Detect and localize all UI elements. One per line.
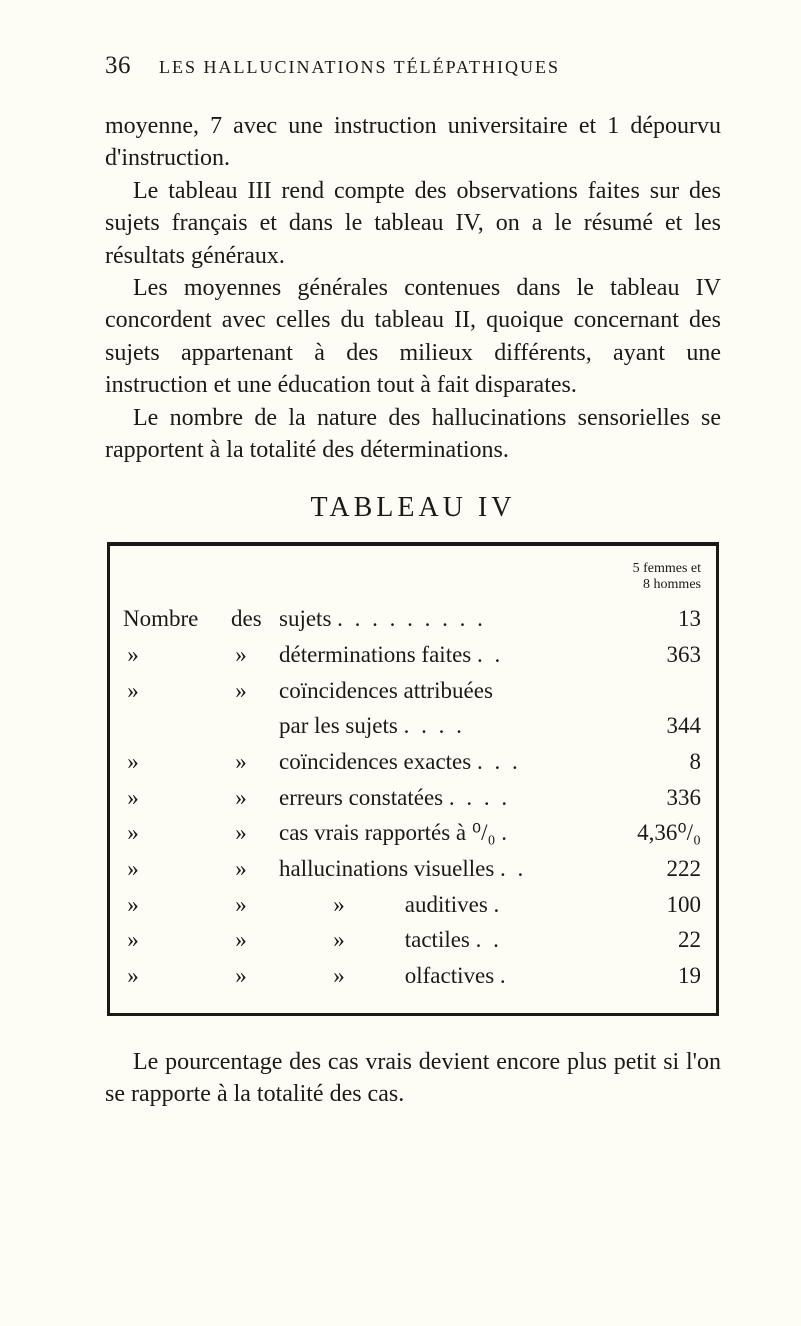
row-value: 344 bbox=[611, 708, 705, 744]
table-row: par les sujets . . . . 344 bbox=[123, 708, 705, 744]
ditto-mark: » bbox=[123, 780, 143, 816]
table-row: » » coïncidences exactes . . . 8 bbox=[123, 744, 705, 780]
ditto-mark: » bbox=[123, 744, 143, 780]
tableau-box: 5 femmes et 8 hommes Nombre des sujets .… bbox=[107, 542, 719, 1015]
tableau-inner: 5 femmes et 8 hommes Nombre des sujets .… bbox=[111, 547, 715, 1011]
footer-paragraph: Le pourcentage des cas vrais devient enc… bbox=[105, 1046, 721, 1111]
table-row: » » hallucinations visuelles . . 222 bbox=[123, 851, 705, 887]
col-header-line2: 8 hommes bbox=[643, 577, 701, 592]
table-row: » » » auditives . 100 bbox=[123, 887, 705, 923]
row-desc: » tactiles . . bbox=[279, 922, 611, 958]
running-title: LES HALLUCINATIONS TÉLÉPATHIQUES bbox=[159, 57, 560, 78]
ditto-mark: » bbox=[231, 673, 251, 709]
ditto-mark: » bbox=[123, 851, 143, 887]
tableau-table: Nombre des sujets . . . . . . . . . 13 »… bbox=[123, 601, 705, 993]
table-row: Nombre des sujets . . . . . . . . . 13 bbox=[123, 601, 705, 637]
ditto-mark: » bbox=[231, 744, 251, 780]
ditto-mark: » bbox=[231, 780, 251, 816]
ditto-mark: » bbox=[231, 958, 251, 994]
row-value: 336 bbox=[611, 780, 705, 816]
paragraph-3: Les moyennes générales contenues dans le… bbox=[105, 272, 721, 402]
row-value: 4,36⁰/₀ bbox=[611, 815, 705, 851]
row-desc: déterminations faites . . bbox=[279, 637, 611, 673]
row-desc: cas vrais rapportés à ⁰/₀ . bbox=[279, 815, 611, 851]
ditto-mark: » bbox=[123, 673, 143, 709]
row-desc: sujets . . . . . . . . . bbox=[279, 601, 611, 637]
ditto-mark: » bbox=[123, 887, 143, 923]
row-value: 13 bbox=[611, 601, 705, 637]
row-desc: erreurs constatées . . . . bbox=[279, 780, 611, 816]
page-number: 36 bbox=[105, 52, 131, 80]
ditto-mark: » bbox=[123, 958, 143, 994]
paragraph-2: Le tableau III rend compte des observati… bbox=[105, 175, 721, 272]
ditto-mark: » bbox=[231, 637, 251, 673]
row-value bbox=[611, 673, 705, 709]
ditto-mark: » bbox=[123, 922, 143, 958]
row-value: 19 bbox=[611, 958, 705, 994]
table-row: » » » olfactives . 19 bbox=[123, 958, 705, 994]
ditto-mark: » bbox=[123, 637, 143, 673]
col-header-line1: 5 femmes et bbox=[633, 561, 701, 576]
ditto-mark: » bbox=[231, 887, 251, 923]
ditto-mark: » bbox=[231, 922, 251, 958]
tableau-column-header: 5 femmes et 8 hommes bbox=[123, 561, 705, 593]
row-desc: hallucinations visuelles . . bbox=[279, 851, 611, 887]
row-desc-sub: par les sujets . . . . bbox=[279, 708, 611, 744]
body-text: moyenne, 7 avec une instruction universi… bbox=[105, 110, 721, 466]
table-row: » » déterminations faites . . 363 bbox=[123, 637, 705, 673]
ditto-mark: » bbox=[231, 851, 251, 887]
page-header: 36 LES HALLUCINATIONS TÉLÉPATHIQUES bbox=[105, 52, 721, 80]
table-row: » » coïncidences attribuées bbox=[123, 673, 705, 709]
table-row: » » » tactiles . . 22 bbox=[123, 922, 705, 958]
row-value: 22 bbox=[611, 922, 705, 958]
paragraph-1: moyenne, 7 avec une instruction universi… bbox=[105, 110, 721, 175]
row-desc: » auditives . bbox=[279, 887, 611, 923]
paragraph-4: Le nombre de la nature des hallucination… bbox=[105, 402, 721, 467]
page: 36 LES HALLUCINATIONS TÉLÉPATHIQUES moye… bbox=[0, 0, 801, 1326]
row-desc: coïncidences attribuées bbox=[279, 673, 611, 709]
ditto-mark: » bbox=[231, 815, 251, 851]
row-desc: coïncidences exactes . . . bbox=[279, 744, 611, 780]
row-value: 100 bbox=[611, 887, 705, 923]
row-desc: » olfactives . bbox=[279, 958, 611, 994]
row-value: 363 bbox=[611, 637, 705, 673]
footer-paragraph-block: Le pourcentage des cas vrais devient enc… bbox=[105, 1046, 721, 1111]
row-value: 8 bbox=[611, 744, 705, 780]
table-row: » » erreurs constatées . . . . 336 bbox=[123, 780, 705, 816]
tableau-title: TABLEAU IV bbox=[105, 492, 721, 524]
table-row: » » cas vrais rapportés à ⁰/₀ . 4,36⁰/₀ bbox=[123, 815, 705, 851]
row-label-des: des bbox=[231, 601, 279, 637]
row-label-nombre: Nombre bbox=[123, 601, 231, 637]
row-value: 222 bbox=[611, 851, 705, 887]
ditto-mark: » bbox=[123, 815, 143, 851]
